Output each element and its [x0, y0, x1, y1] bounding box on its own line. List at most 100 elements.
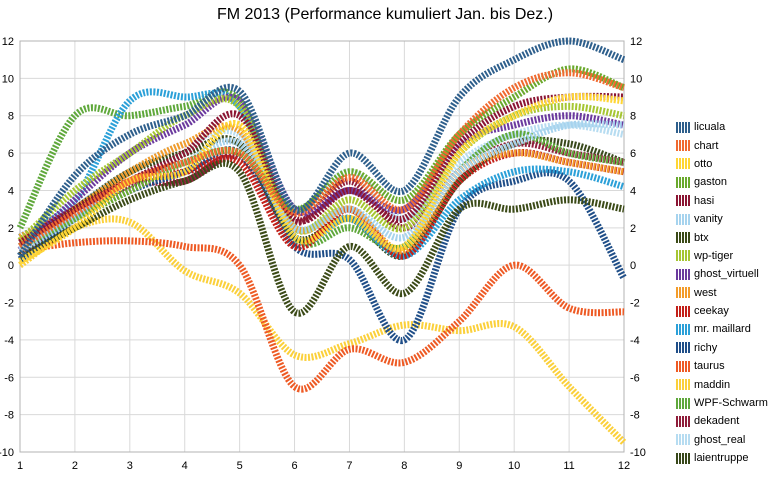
legend-item: dekadent — [676, 412, 768, 430]
legend-label: WPF-Schwarm — [694, 397, 768, 410]
x-tick-label: 4 — [182, 460, 188, 472]
legend-swatch — [676, 140, 690, 152]
y-tick-label-right: 4 — [630, 185, 636, 197]
legend-item: laientruppe — [676, 449, 768, 467]
series-line-maddin — [17, 215, 627, 446]
legend: licuala chart otto gaston hasi vanity btx wp-ti… — [676, 118, 768, 467]
series-line-chart — [18, 69, 626, 250]
legend-label: otto — [694, 157, 713, 170]
legend-item: west — [676, 284, 768, 302]
legend-item: ghost_real — [676, 431, 768, 449]
y-tick-label-right: -6 — [630, 372, 640, 384]
legend-swatch — [676, 232, 690, 244]
legend-item: wp-tiger — [676, 247, 768, 265]
legend-swatch — [676, 397, 690, 409]
legend-item: chart — [676, 136, 768, 154]
legend-swatch — [676, 305, 690, 317]
legend-label: hasi — [694, 194, 715, 207]
legend-label: ghost_real — [694, 433, 746, 446]
series-line-gaston — [18, 65, 626, 250]
plot-area-border — [19, 40, 625, 453]
grid — [19, 40, 625, 453]
legend-item: btx — [676, 228, 768, 246]
x-tick-label: 11 — [563, 460, 574, 472]
x-tick-label: 12 — [618, 460, 630, 472]
y-tick-label-right: -4 — [630, 335, 640, 347]
y-tick-label-right: -2 — [630, 298, 640, 310]
y-tick-label-left: -4 — [4, 335, 14, 347]
legend-swatch — [676, 213, 690, 225]
axes: -10-10-8-8-6-6-4-4-2-2002244668810101212… — [0, 36, 646, 472]
x-tick-label: 6 — [291, 460, 297, 472]
y-tick-label-right: 10 — [630, 73, 642, 85]
legend-label: laientruppe — [694, 452, 749, 465]
legend-label: mr. maillard — [694, 323, 751, 336]
legend-item: maddin — [676, 375, 768, 393]
legend-swatch — [676, 342, 690, 354]
legend-swatch — [676, 323, 690, 335]
y-tick-label-right: 6 — [630, 148, 636, 160]
legend-swatch — [676, 195, 690, 207]
series-line-wpf-schwarm — [16, 88, 625, 252]
y-tick-label-right: 2 — [630, 223, 636, 235]
legend-swatch — [676, 434, 690, 446]
legend-item: hasi — [676, 192, 768, 210]
legend-swatch — [676, 452, 690, 464]
y-tick-label-left: -2 — [4, 298, 14, 310]
series-line-licuala — [17, 37, 626, 258]
series-line-btx — [18, 159, 625, 317]
y-tick-label-left: 0 — [8, 260, 14, 272]
legend-swatch — [676, 121, 690, 133]
x-tick-label: 5 — [237, 460, 243, 472]
legend-swatch — [676, 268, 690, 280]
legend-item: mr. maillard — [676, 320, 768, 338]
legend-swatch — [676, 360, 690, 372]
y-tick-label-left: 8 — [8, 111, 14, 123]
legend-swatch — [676, 158, 690, 170]
legend-label: licuala — [694, 121, 726, 134]
y-tick-label-left: -6 — [4, 372, 14, 384]
chart-title: FM 2013 (Performance kumuliert Jan. bis … — [216, 6, 554, 23]
legend-label: ghost_virtuell — [694, 268, 759, 281]
y-tick-label-right: 8 — [630, 111, 636, 123]
legend-label: maddin — [694, 378, 731, 391]
legend-label: vanity — [694, 213, 723, 226]
series-line-richy — [17, 146, 628, 344]
x-tick-label: 2 — [72, 460, 78, 472]
legend-item: taurus — [676, 357, 768, 375]
y-tick-label-left: 4 — [8, 185, 14, 197]
legend-label: wp-tiger — [694, 249, 734, 262]
legend-item: WPF-Schwarm — [676, 394, 768, 412]
legend-item: otto — [676, 155, 768, 173]
legend-item: richy — [676, 339, 768, 357]
y-tick-label-left: 6 — [8, 148, 14, 160]
x-tick-label: 3 — [127, 460, 133, 472]
legend-item: ceekay — [676, 302, 768, 320]
legend-swatch — [676, 287, 690, 299]
y-tick-label-left: 10 — [2, 73, 14, 85]
y-tick-label-right: 12 — [630, 36, 642, 48]
legend-swatch — [676, 379, 690, 391]
legend-label: west — [694, 286, 717, 299]
legend-label: richy — [694, 341, 718, 354]
legend-item: vanity — [676, 210, 768, 228]
legend-swatch — [676, 415, 690, 427]
legend-swatch — [676, 176, 690, 188]
y-tick-label-left: 2 — [8, 223, 14, 235]
legend-label: gaston — [694, 176, 728, 189]
x-tick-label: 9 — [456, 460, 462, 472]
series-line-vanity — [18, 120, 625, 254]
x-tick-label: 8 — [401, 460, 407, 472]
legend-label: dekadent — [694, 415, 740, 428]
y-tick-label-left: -10 — [0, 447, 14, 459]
legend-item: licuala — [676, 118, 768, 136]
x-tick-label: 1 — [17, 460, 23, 472]
legend-label: taurus — [694, 360, 725, 373]
y-tick-label-left: -8 — [4, 410, 14, 422]
y-tick-label-left: 12 — [2, 36, 14, 48]
legend-swatch — [676, 250, 690, 262]
x-tick-label: 10 — [508, 460, 520, 472]
y-tick-label-right: 0 — [630, 260, 636, 272]
legend-label: ceekay — [694, 305, 729, 318]
